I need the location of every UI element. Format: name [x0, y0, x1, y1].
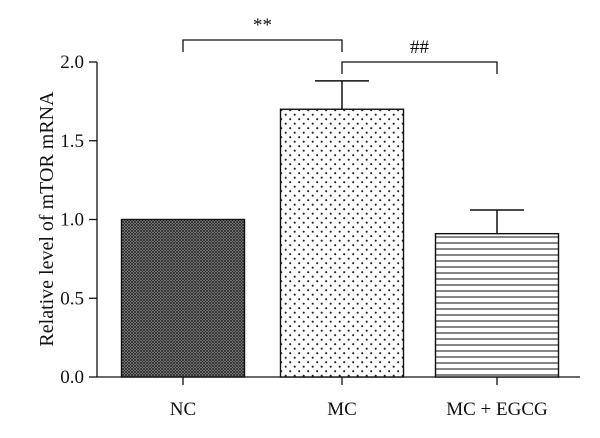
- significance-bracket: [341, 61, 498, 74]
- y-tick-label: 1.5: [60, 131, 84, 152]
- bars: [120, 108, 560, 378]
- x-ticks: NC MC MC + EGCG: [170, 377, 548, 420]
- y-tick-label: 0.0: [60, 367, 84, 388]
- x-tick-label: MC: [327, 399, 357, 420]
- x-tick-label: MC + EGCG: [446, 399, 548, 420]
- significance-annotations: ** ##: [182, 15, 498, 74]
- bar-mc: [279, 108, 405, 378]
- y-tick-label: 1.0: [60, 210, 84, 231]
- error-bars: [315, 80, 524, 234]
- bar-mc-egcg: [434, 232, 560, 378]
- significance-label: **: [253, 15, 272, 36]
- x-tick-label: NC: [170, 399, 196, 420]
- y-axis-title: Relative level of mTOR mRNA: [36, 91, 58, 347]
- significance-bracket: [182, 39, 343, 52]
- bar-nc: [120, 218, 246, 378]
- y-tick-label: 0.5: [60, 288, 84, 309]
- y-ticks: 0.0 0.5 1.0 1.5 2.0: [60, 52, 97, 388]
- y-tick-label: 2.0: [60, 52, 84, 73]
- significance-label: ##: [410, 37, 430, 58]
